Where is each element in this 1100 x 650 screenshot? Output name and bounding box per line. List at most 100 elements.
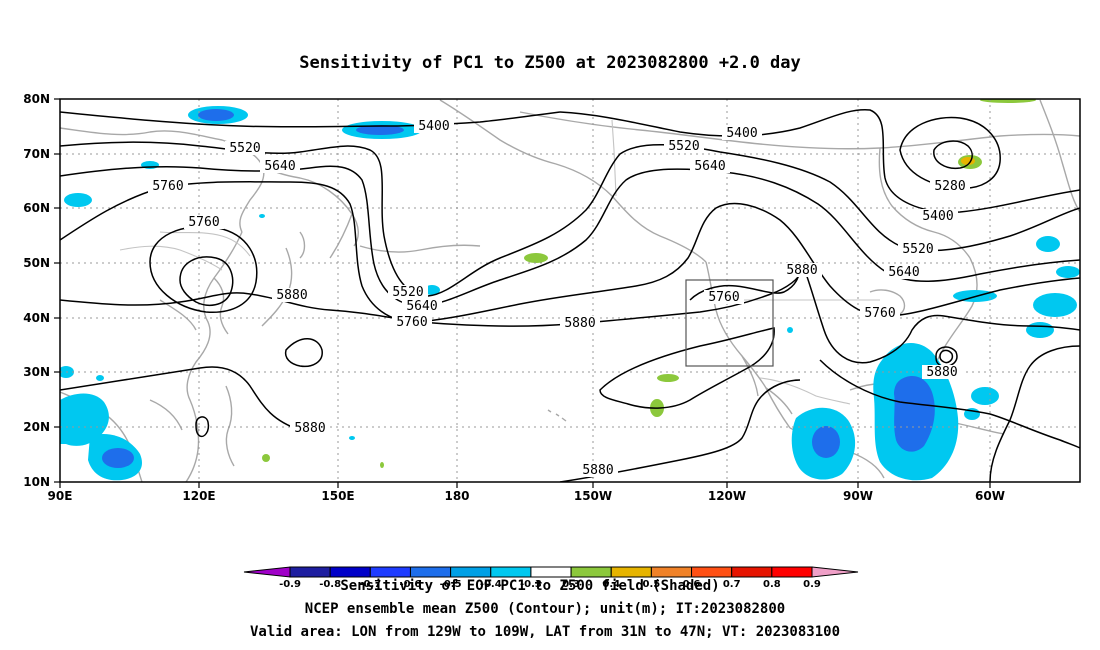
coast-korea-china — [159, 277, 229, 335]
contour-5520 — [60, 141, 1080, 297]
contour-text: 5400 — [922, 209, 953, 224]
colorbar-segment — [691, 566, 733, 578]
contour-label-5880-a: 5880 — [272, 288, 312, 303]
lat-label: 80N — [23, 92, 50, 106]
contour-label-5400-b: 5400 — [722, 126, 762, 141]
colorbar-segment — [771, 566, 813, 578]
colorbar-tick-label: -0.6 — [400, 579, 422, 590]
colorbar-tick-label: -0.7 — [359, 579, 381, 590]
colorbar-tick-label: 0.4 — [602, 579, 620, 590]
contour-label-5640-d: 5640 — [402, 299, 442, 314]
lon-label: 60W — [975, 489, 1005, 503]
coast-greenland — [1039, 99, 1080, 213]
contour-label-5880-c: 5880 — [782, 263, 822, 278]
colorbar-segment — [731, 566, 773, 578]
contour-5880-west-sub — [60, 366, 301, 431]
contour-label-5400-a: 5400 — [414, 119, 454, 134]
contour-label-5640-a: 5640 — [260, 159, 300, 174]
border-russia-china — [159, 231, 251, 257]
contour-text: 5520 — [229, 141, 260, 156]
coast-alaska — [439, 99, 707, 263]
contour-text: 5640 — [406, 299, 437, 314]
shade-neg-sea-2-core — [102, 448, 134, 468]
colorbar-segment — [650, 566, 693, 578]
contour-text: 5760 — [864, 306, 895, 321]
coast-hudson — [878, 147, 971, 259]
coast-great-lakes — [869, 289, 906, 315]
contour-label-5520-d: 5520 — [388, 285, 428, 300]
colorbar-tick-label: 0.8 — [763, 579, 781, 590]
shade-pos-1 — [524, 253, 548, 263]
shade-neg-3 — [64, 193, 92, 207]
contour-label-5400-c: 5400 — [918, 209, 958, 224]
contour-label-5760-c: 5760 — [392, 315, 432, 330]
contour-label-5760-e: 5760 — [860, 306, 900, 321]
contour-5760-valid — [689, 269, 800, 301]
shade-neg-sea-1 — [60, 393, 109, 446]
lon-label: 90E — [48, 489, 73, 503]
coast-aleutians — [359, 244, 481, 253]
lat-label: 20N — [23, 420, 50, 434]
shade-neg-small-3 — [787, 327, 793, 333]
contour-5640 — [60, 165, 1080, 307]
contour-5400-west — [60, 111, 561, 128]
colorbar-label: Sensitivity of EOF PC1 to Z500 field (Sh… — [340, 578, 719, 594]
contour-label-layer: 5400 5400 5400 5280 5520 5520 5520 5520 … — [148, 119, 970, 478]
colorbar-tick-label: -0.4 — [480, 579, 502, 590]
contour-label-5280: 5280 — [930, 179, 970, 194]
caption-line-1: NCEP ensemble mean Z500 (Contour); unit(… — [305, 601, 785, 617]
shade-neg-atl-6 — [971, 387, 999, 405]
colorbar-segments — [243, 566, 859, 578]
lat-label: 40N — [23, 311, 50, 325]
contour-label-5640-c: 5640 — [884, 265, 924, 280]
colorbar-tick-label: 0.7 — [723, 579, 741, 590]
shade-neg-1-core — [198, 109, 234, 121]
coast-hawaii — [547, 409, 567, 422]
lat-label: 50N — [23, 256, 50, 270]
contour-5400-east — [559, 109, 1080, 213]
shade-pos-6 — [980, 99, 1036, 103]
colorbar-tick-label: -0.3 — [520, 579, 542, 590]
lat-label: 60N — [23, 201, 50, 215]
contour-label-5880-e: 5880 — [290, 421, 330, 436]
colorbar-segment — [289, 566, 331, 578]
lon-label: 90W — [843, 489, 873, 503]
colorbar-ticks: -0.9 -0.8 -0.7 -0.6 -0.5 -0.4 -0.3 0.3 0.4 0.5 0.6… — [279, 579, 821, 590]
colorbar: -0.9 -0.8 -0.7 -0.6 -0.5 -0.4 -0.3 0.3 0.4 0.5 0.6… — [243, 566, 859, 590]
contour-text: 5880 — [926, 365, 957, 380]
shade-neg-atl-2 — [1026, 322, 1054, 338]
contour-label-5640-b: 5640 — [690, 159, 730, 174]
contour-label-5760-a: 5760 — [148, 179, 188, 194]
colorbar-segment — [369, 566, 411, 578]
lon-label: 180 — [444, 489, 469, 503]
shade-pos-7 — [380, 462, 384, 468]
border-alaska — [611, 119, 617, 197]
contour-text: 5760 — [152, 179, 183, 194]
contour-label-5760-d: 5760 — [704, 290, 744, 305]
contour-text: 5400 — [418, 119, 449, 134]
z500-contours — [60, 109, 1080, 482]
contour-5880-loop-atl-outer — [935, 346, 958, 368]
contour-text: 5400 — [726, 126, 757, 141]
contour-5880-pacific — [284, 338, 323, 368]
colorbar-segment — [329, 566, 371, 578]
contour-text: 5760 — [396, 315, 427, 330]
colorbar-over-triangle — [811, 566, 859, 578]
contour-5760-loop-inner — [179, 256, 234, 307]
colorbar-segment — [490, 566, 532, 578]
colorbar-segment — [570, 566, 612, 578]
shade-neg-atl-1 — [1033, 293, 1077, 317]
lon-label: 150E — [321, 489, 354, 503]
contour-label-5880-f: 5880 — [578, 463, 618, 478]
contour-text: 5880 — [582, 463, 613, 478]
colorbar-tick-label: 0.9 — [803, 579, 821, 590]
contour-text: 5520 — [668, 139, 699, 154]
colorbar-tick-label: -0.5 — [440, 579, 462, 590]
colorbar-segment — [530, 566, 572, 578]
shade-neg-small-1 — [96, 375, 104, 381]
coast-canada-north — [519, 111, 1080, 150]
colorbar-tick-label: 0.3 — [562, 579, 580, 590]
coast-kamchatka — [261, 164, 359, 259]
shade-neg-small-2 — [349, 436, 355, 440]
contour-text: 5520 — [902, 242, 933, 257]
